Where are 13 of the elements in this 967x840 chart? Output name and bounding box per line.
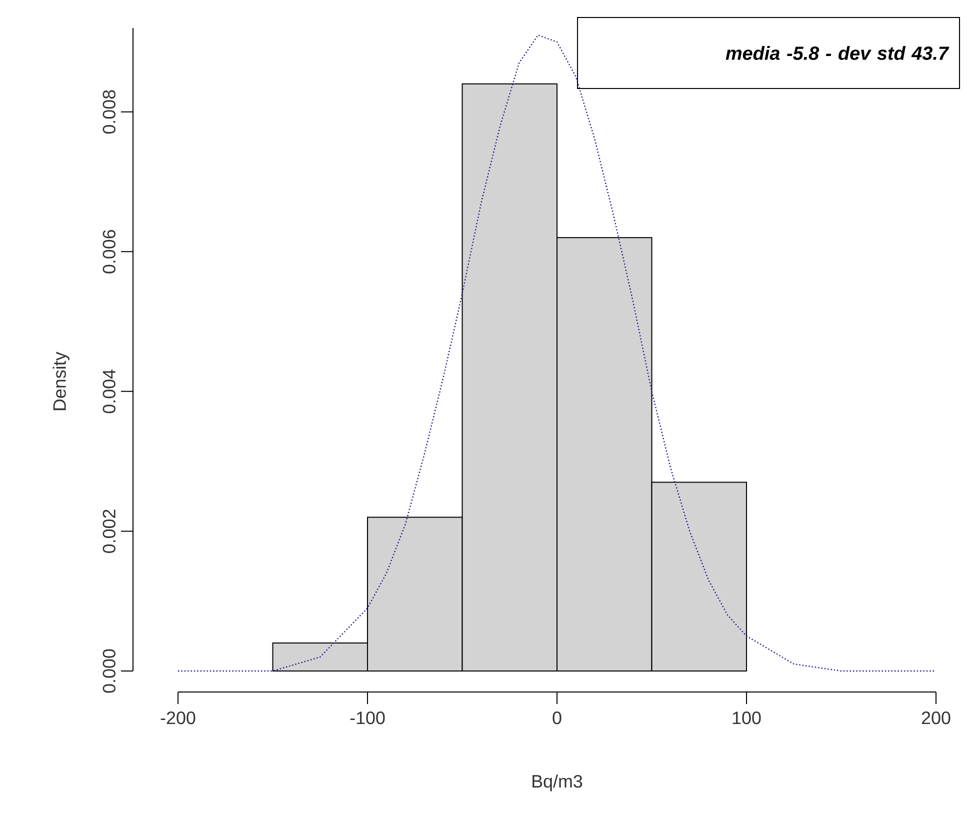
- x-tick-label: 100: [732, 712, 761, 724]
- x-tick-label: 0: [552, 712, 562, 724]
- y-tick-label: 0.002: [102, 510, 116, 553]
- y-axis-title: Density: [52, 352, 70, 410]
- x-tick-label: -100: [350, 712, 385, 724]
- x-tick-label: -200: [160, 712, 196, 724]
- y-tick-label: 0.008: [102, 90, 116, 134]
- y-tick-label: 0.006: [102, 230, 116, 274]
- x-axis-title: Bq/m3: [532, 774, 582, 792]
- x-tick-label: 200: [922, 712, 950, 724]
- annotation: media -5.8 - dev std 43.7: [726, 46, 950, 60]
- y-tick-label: 0.000: [102, 649, 116, 693]
- y-tick-label: 0.004: [102, 370, 116, 414]
